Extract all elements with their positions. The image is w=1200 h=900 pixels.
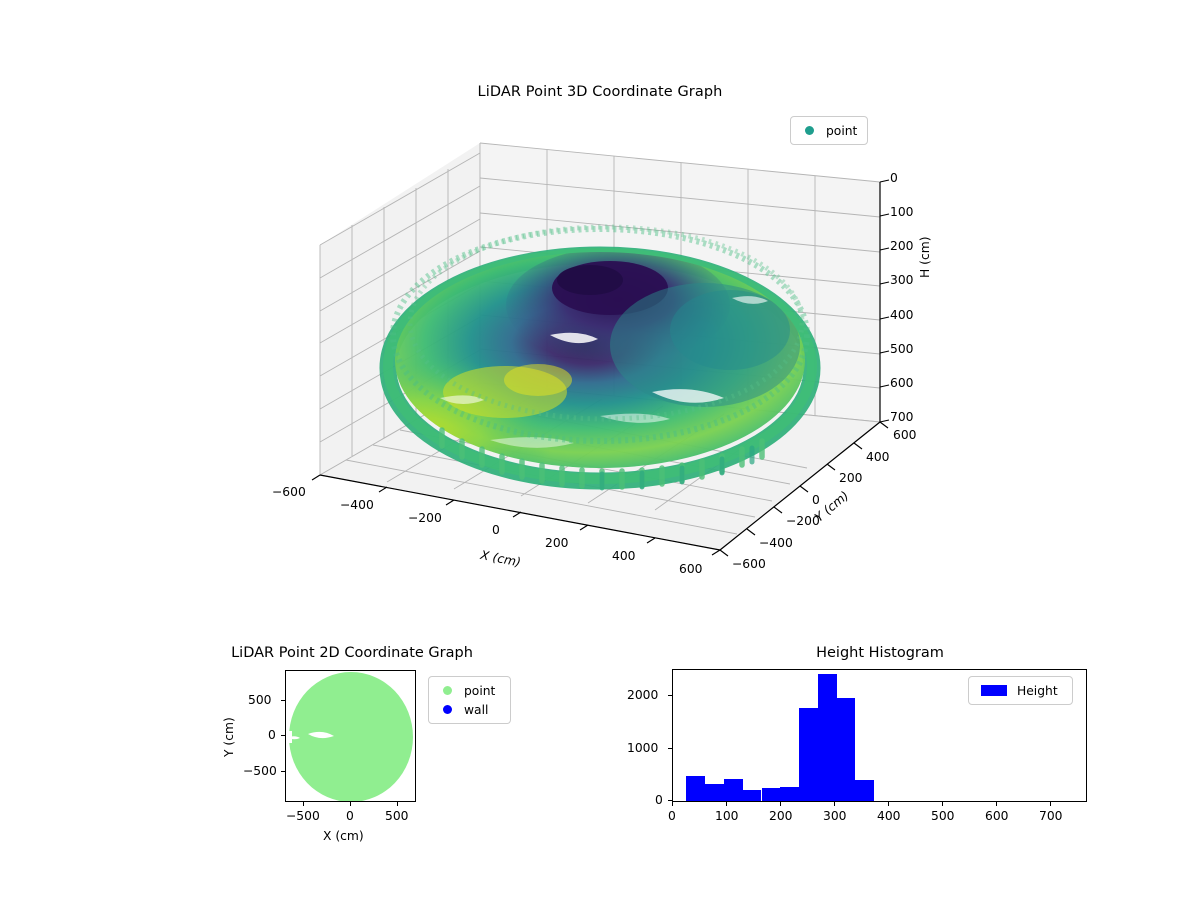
- x-tick-200: 200: [545, 536, 569, 550]
- histogram-bar: [705, 784, 724, 801]
- hist-x-tick-300: 300: [823, 809, 847, 823]
- histogram-bar: [836, 698, 856, 801]
- z-axis-label-3d: H (cm): [918, 236, 932, 279]
- y-tickmark-m500: [281, 771, 285, 773]
- wall-marker-icon: [443, 705, 452, 714]
- y-tick-2d-500: 500: [248, 693, 272, 707]
- height-swatch-icon: [981, 685, 1007, 696]
- y-axis-label-2d: Y (cm): [222, 717, 236, 757]
- legend-item-point-2d: point: [437, 681, 502, 700]
- y-tick-m400: −400: [759, 536, 793, 550]
- histogram-bar: [817, 674, 837, 801]
- x-axis-ticks-3d: [311, 474, 721, 556]
- histogram-bar: [799, 707, 818, 801]
- x-tickmark-m500: [303, 802, 305, 806]
- point-cloud-3d: [379, 224, 821, 491]
- y-tick-m600: −600: [732, 557, 766, 571]
- x-tickmark-500: [397, 802, 399, 806]
- y-tickmark-500: [281, 700, 285, 702]
- hist-x-tick-600: 600: [985, 809, 1009, 823]
- histogram-bar: [742, 790, 762, 801]
- y-tick-2d-m500: −500: [243, 764, 277, 778]
- x-tick-2d-0: 0: [346, 809, 354, 823]
- x-tick-m400: −400: [340, 498, 374, 512]
- hist-x-tick-0: 0: [668, 809, 676, 823]
- hist-x-tickmark-200: [780, 802, 782, 806]
- legend-hist: Height: [968, 676, 1073, 705]
- hist-x-tickmark-400: [888, 802, 890, 806]
- y-tick-600: 600: [893, 428, 917, 442]
- y-tick-200: 200: [839, 471, 863, 485]
- legend-item-point: point: [799, 121, 859, 140]
- legend-label-height: Height: [1017, 683, 1058, 698]
- point-marker-icon: [443, 686, 452, 695]
- histogram-bar: [761, 788, 781, 801]
- point-cloud-2d: [289, 672, 413, 801]
- z-tick-200: 200: [890, 239, 914, 253]
- hist-x-tick-100: 100: [715, 809, 739, 823]
- legend-2d: point wall: [428, 676, 511, 724]
- hist-x-tickmark-600: [996, 802, 998, 806]
- occlusion-gaps-2d: [286, 731, 334, 743]
- page-title: LiDAR Point 3D Coordinate Graph: [477, 84, 723, 100]
- hist-y-tick-1000: 1000: [627, 741, 659, 755]
- z-tick-400: 400: [890, 308, 914, 322]
- panel-title-2d: LiDAR Point 2D Coordinate Graph: [231, 645, 473, 661]
- hist-y-tickmark-2000: [668, 695, 672, 697]
- x-axis-label-2d: X (cm): [323, 829, 364, 843]
- x-tick-0: 0: [492, 523, 500, 537]
- x-tickmark-0: [350, 802, 352, 806]
- histogram-bar: [780, 787, 800, 801]
- histogram-bar: [723, 779, 743, 801]
- legend-item-wall-2d: wall: [437, 700, 502, 719]
- legend-label-point-2d: point: [464, 683, 496, 698]
- y-tick-0: 0: [812, 493, 820, 507]
- point-marker-icon: [805, 126, 814, 135]
- lidar-3d-plot[interactable]: 0 100 200 300 400 500 600 700 −600 −400 …: [272, 130, 932, 630]
- hist-x-tick-500: 500: [931, 809, 955, 823]
- panel-title-hist: Height Histogram: [816, 645, 944, 661]
- hist-x-tickmark-100: [726, 802, 728, 806]
- hist-y-tick-2000: 2000: [627, 688, 659, 702]
- x-tick-2d-500: 500: [385, 809, 409, 823]
- z-tick-300: 300: [890, 273, 914, 287]
- z-axis-ticks-3d: [879, 179, 890, 423]
- hist-x-tickmark-700: [1050, 802, 1052, 806]
- z-tick-100: 100: [890, 205, 914, 219]
- y-axis-ticks-3d: [719, 421, 889, 557]
- legend-3d: point: [790, 116, 868, 145]
- legend-item-height: Height: [977, 681, 1064, 700]
- hist-y-tickmark-0: [668, 800, 672, 802]
- hist-y-tickmark-1000: [668, 748, 672, 750]
- hist-y-tick-0: 0: [655, 793, 663, 807]
- x-tick-600: 600: [679, 562, 703, 576]
- hist-x-tick-400: 400: [877, 809, 901, 823]
- y-tick-2d-0: 0: [268, 728, 276, 742]
- hist-x-tickmark-300: [834, 802, 836, 806]
- x-tick-400: 400: [612, 549, 636, 563]
- hist-x-tick-700: 700: [1039, 809, 1063, 823]
- z-tick-600: 600: [890, 376, 914, 390]
- y-tick-400: 400: [866, 450, 890, 464]
- hist-x-tick-200: 200: [769, 809, 793, 823]
- y-tickmark-0: [281, 735, 285, 737]
- x-tick-2d-m500: −500: [286, 809, 320, 823]
- z-tick-500: 500: [890, 342, 914, 356]
- plot3d-canvas: [311, 142, 890, 557]
- lidar-2d-plot[interactable]: [285, 670, 416, 802]
- x-tick-m600: −600: [272, 485, 306, 499]
- histogram-bar: [855, 780, 875, 801]
- legend-label-point: point: [826, 123, 858, 138]
- z-tick-700: 700: [890, 410, 914, 424]
- z-tick-0: 0: [890, 171, 898, 185]
- hist-x-tickmark-0: [672, 802, 674, 806]
- x-tick-m200: −200: [408, 511, 442, 525]
- legend-label-wall-2d: wall: [464, 702, 489, 717]
- y-tick-m200: −200: [786, 514, 820, 528]
- height-histogram-plot[interactable]: [672, 669, 1087, 802]
- histogram-bar: [686, 775, 706, 801]
- hist-x-tickmark-500: [942, 802, 944, 806]
